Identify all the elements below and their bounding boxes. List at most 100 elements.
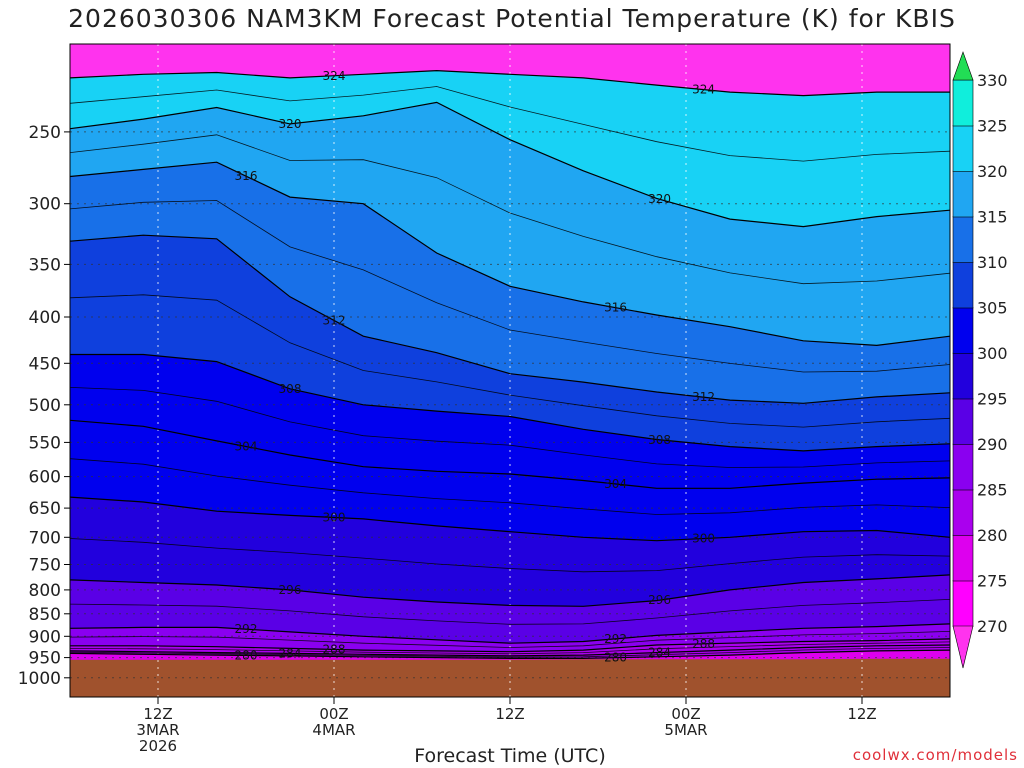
ytick-label-450: 450 bbox=[29, 354, 61, 374]
colorbar-seg-305 bbox=[952, 261, 974, 309]
colorbar-seg-280 bbox=[952, 489, 974, 536]
isentrope-label-284-0: 284 bbox=[279, 646, 302, 660]
colorbar-top-arrow bbox=[952, 51, 974, 81]
isentrope-label-304-0: 304 bbox=[235, 440, 258, 454]
ytick-label-400: 400 bbox=[29, 308, 61, 328]
isentrope-labels: 280 280 284 284 288 288 292 292 296 296 300 300 304 3… bbox=[235, 69, 716, 665]
xtick-label-6-1: 3MAR bbox=[136, 721, 179, 739]
isentrope-308 bbox=[70, 353, 950, 452]
isentrope-324 bbox=[70, 69, 950, 97]
isentrope-320 bbox=[70, 101, 950, 228]
isentrope-label-296-1: 296 bbox=[648, 593, 671, 607]
isentrope-label-320-1: 320 bbox=[648, 192, 671, 206]
colorbar-label-305: 305 bbox=[977, 299, 1008, 318]
colorbar-seg-315 bbox=[952, 170, 974, 218]
isentrope-304 bbox=[70, 419, 950, 489]
ytick-label-250: 250 bbox=[29, 123, 61, 143]
isentrope-label-304-1: 304 bbox=[604, 477, 627, 491]
isentrope-label-300-0: 300 bbox=[323, 511, 346, 525]
chart-title: 2026030306 NAM3KM Forecast Potential Tem… bbox=[68, 4, 956, 33]
ytick-label-850: 850 bbox=[29, 605, 61, 625]
isentrope-label-316-0: 316 bbox=[235, 169, 258, 183]
colorbar-seg-270 bbox=[952, 580, 974, 627]
theta-filled-bands bbox=[70, 44, 950, 697]
isentrope-292 bbox=[70, 623, 950, 644]
ytick-label-700: 700 bbox=[29, 528, 61, 548]
colorbar-label-330: 330 bbox=[977, 71, 1008, 90]
isentrope-label-280-1: 280 bbox=[604, 651, 627, 665]
isentrope-minor-294 bbox=[70, 599, 950, 625]
xtick-label-6-0: 12Z bbox=[143, 705, 172, 723]
y-axis: 2503003504004505005506006507007508008509… bbox=[18, 123, 70, 689]
colorbar-label-295: 295 bbox=[977, 390, 1008, 409]
isentrope-296 bbox=[70, 574, 950, 607]
isentrope-minor-318 bbox=[70, 134, 950, 285]
isentrope-label-288-1: 288 bbox=[692, 637, 715, 651]
colorbar-seg-310 bbox=[952, 216, 974, 263]
colorbar-seg-320 bbox=[952, 125, 974, 172]
isentrope-label-292-0: 292 bbox=[235, 622, 258, 636]
colorbar-seg-290 bbox=[952, 398, 974, 445]
isentrope-label-284-1: 284 bbox=[648, 646, 671, 660]
colorbar-label-275: 275 bbox=[977, 572, 1008, 591]
isentrope-minor-282 bbox=[70, 647, 950, 658]
ground-fill bbox=[70, 658, 950, 697]
ytick-label-650: 650 bbox=[29, 499, 61, 519]
colorbar-label-290: 290 bbox=[977, 435, 1008, 454]
colorbar-label-300: 300 bbox=[977, 344, 1008, 363]
isentrope-label-300-1: 300 bbox=[692, 532, 715, 546]
colorbar-seg-295 bbox=[952, 352, 974, 400]
xtick-label-6-2: 2026 bbox=[139, 737, 177, 755]
isentrope-minor-322 bbox=[70, 86, 950, 162]
ytick-label-500: 500 bbox=[29, 396, 61, 416]
isentrope-312 bbox=[70, 234, 950, 404]
ytick-label-600: 600 bbox=[29, 468, 61, 488]
xtick-label-18-0: 00Z bbox=[319, 705, 348, 723]
xtick-label-42-1: 5MAR bbox=[664, 721, 707, 739]
xtick-label-42-0: 00Z bbox=[671, 705, 700, 723]
colorbar-label-280: 280 bbox=[977, 526, 1008, 545]
colorbar-seg-325 bbox=[952, 79, 974, 127]
isentrope-minor-310 bbox=[70, 294, 950, 428]
colorbar-bottom-arrow bbox=[952, 625, 974, 669]
isentrope-label-316-1: 316 bbox=[604, 301, 627, 315]
isentrope-label-296-0: 296 bbox=[279, 583, 302, 597]
ytick-label-300: 300 bbox=[29, 195, 61, 215]
xtick-label-30-0: 12Z bbox=[495, 705, 524, 723]
isentrope-label-308-0: 308 bbox=[279, 382, 302, 396]
xtick-label-54-0: 12Z bbox=[847, 705, 876, 723]
ytick-label-800: 800 bbox=[29, 581, 61, 601]
credit-link[interactable]: coolwx.com/models bbox=[852, 746, 1018, 764]
isentrope-minor-286 bbox=[70, 641, 950, 655]
surface-below-ground bbox=[70, 658, 950, 697]
isentrope-316 bbox=[70, 161, 950, 347]
ytick-label-900: 900 bbox=[29, 627, 61, 647]
ytick-label-350: 350 bbox=[29, 255, 61, 275]
isentrope-label-280-0: 280 bbox=[235, 648, 258, 662]
isentrope-label-312-1: 312 bbox=[692, 390, 715, 404]
colorbar-seg-285 bbox=[952, 443, 974, 491]
colorbar-label-285: 285 bbox=[977, 481, 1008, 500]
isentrope-lines bbox=[70, 69, 950, 659]
colorbar-label-270: 270 bbox=[977, 617, 1008, 636]
isentrope-288 bbox=[70, 638, 950, 653]
colorbar-label-315: 315 bbox=[977, 208, 1008, 227]
isentrope-minor-290 bbox=[70, 631, 950, 648]
xtick-label-18-1: 4MAR bbox=[312, 721, 355, 739]
isentrope-label-288-0: 288 bbox=[323, 642, 346, 656]
isentrope-label-324-0: 324 bbox=[323, 69, 346, 83]
isentrope-minor-306 bbox=[70, 387, 950, 468]
ytick-label-550: 550 bbox=[29, 433, 61, 453]
ytick-label-950: 950 bbox=[29, 649, 61, 669]
x-axis-title: Forecast Time (UTC) bbox=[414, 745, 606, 767]
colorbar-label-320: 320 bbox=[977, 162, 1008, 181]
isentrope-minor-314 bbox=[70, 200, 950, 373]
isentrope-label-320-0: 320 bbox=[279, 117, 302, 131]
isentrope-minor-302 bbox=[70, 458, 950, 515]
isentrope-label-312-0: 312 bbox=[323, 313, 346, 327]
isentrope-280 bbox=[70, 649, 950, 659]
isentrope-300 bbox=[70, 496, 950, 542]
isentrope-label-324-1: 324 bbox=[692, 83, 715, 97]
